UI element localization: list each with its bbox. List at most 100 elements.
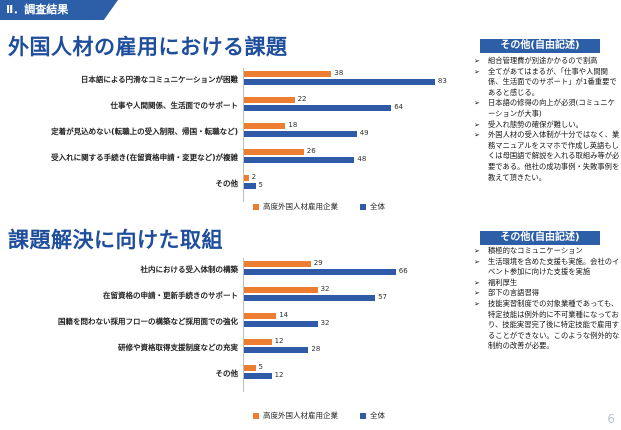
data-label: 57: [378, 293, 388, 301]
section-tag: Ⅱ．調査結果: [0, 0, 118, 20]
category-label: 仕事や人間関係、生活面でのサポート: [110, 101, 239, 110]
bullet-arrow-icon: ➢: [474, 131, 480, 140]
bar: [244, 97, 295, 103]
bar: [244, 79, 435, 85]
bar: [244, 183, 256, 189]
legend-item: 高度外国人材雇用企業: [253, 201, 338, 212]
bullet-arrow-icon: ➢: [474, 247, 480, 255]
other-item: ➢ 受入れ態勢の確保が難しい。: [474, 120, 620, 131]
value-axis: [243, 258, 244, 392]
bullet-arrow-icon: ➢: [474, 99, 480, 108]
data-label: 26: [306, 147, 316, 155]
legend-label: 全体: [370, 411, 385, 420]
data-label: 49: [359, 129, 369, 137]
other-item-text: 積極的なコミュニケーション: [488, 246, 583, 255]
section-title-solutions: 課題解決に向けた取組: [8, 228, 223, 252]
section-title-challenges: 外国人材の雇用における課題: [8, 35, 288, 59]
bar: [244, 347, 309, 353]
other-item: ➢ 技能実習制度での対象業種であっても、特定技能は例外的に不可業種になっており、技…: [474, 299, 620, 352]
data-label: 22: [297, 95, 307, 103]
category-label: 研修や資格取得支援制度などの充実: [118, 343, 238, 352]
legend-label: 高度外国人材雇用企業: [263, 411, 338, 420]
other-item: ➢ 積極的なコミュニケーション: [474, 246, 620, 257]
data-label: 12: [274, 337, 284, 345]
other-item: ➢ 部下の言語習得: [474, 288, 620, 299]
data-label: 29: [313, 259, 323, 267]
legend-swatch: [253, 412, 259, 419]
bullet-arrow-icon: ➢: [474, 289, 480, 298]
category-label: 社内における受入体制の構築: [140, 265, 239, 274]
other-item: ➢ 日本語の修得の向上が必須(コミュニケーションが大事): [474, 98, 620, 119]
other-header: その他(自由記述): [480, 231, 600, 245]
other-item-text: 生活環境を含めた支援も実施。会社のイベント参加に向けた支援を実施: [488, 256, 620, 277]
bullet-arrow-icon: ➢: [474, 278, 480, 287]
bullet-arrow-icon: ➢: [474, 257, 480, 266]
category-label: 国籍を問わない採用フローの構築など採用面での強化: [58, 317, 238, 326]
other-item-text: 外国人材の受入体制が十分ではなく、業務マニュアルをスマホで作成し英語もしくは母国…: [488, 130, 620, 182]
data-label: 14: [279, 311, 289, 319]
legend-swatch: [253, 203, 259, 210]
legend-label: 全体: [370, 202, 385, 211]
other-item-text: 部下の言語習得: [488, 288, 540, 298]
bullet-arrow-icon: ➢: [474, 120, 480, 129]
other-item-text: 受入れ態勢の確保が難しい。: [488, 119, 583, 129]
category-label: 日本語による円滑なコミュニケーションが困難: [80, 75, 238, 84]
legend-item: 全体: [360, 410, 385, 421]
page-number: 6: [607, 412, 615, 426]
chart-solutions: 社内における受入体制の構築 29 66 在留資格の申請・更新手続きのサポート 32 57 国…: [0, 258, 470, 398]
value-axis: [243, 68, 244, 202]
other-item-text: 福利厚生: [488, 277, 518, 287]
data-label: 18: [288, 121, 298, 129]
other-item: ➢ 全てがあてはまるが、「仕事や人間関係、生活面でのサポート」が1番重要であると感…: [474, 67, 620, 99]
bar: [244, 295, 376, 301]
bar: [244, 373, 272, 379]
bar: [244, 149, 304, 155]
other-item: ➢ 福利厚生: [474, 278, 620, 289]
other-item-text: 技能実習制度での対象業種であっても、特定技能は例外的に不可業種になっており、技能…: [488, 298, 620, 351]
bar: [244, 175, 249, 181]
bar: [244, 261, 311, 267]
bar: [244, 365, 256, 371]
legend-item: 全体: [360, 201, 385, 212]
other-item-text: 全てがあてはまるが、「仕事や人間関係、生活面でのサポート」が1番重要であると感じ…: [488, 66, 617, 97]
data-label: 64: [394, 103, 404, 111]
other-header: その他(自由記述): [480, 39, 600, 53]
bullet-arrow-icon: ➢: [474, 57, 480, 65]
category-label: 在留資格の申請・更新手続きのサポート: [103, 291, 238, 300]
bar: [244, 339, 272, 345]
chart-challenges: 日本語による円滑なコミュニケーションが困難 38 83 仕事や人間関係、生活面でのサポ…: [0, 68, 470, 208]
other-item: ➢ 生活環境を含めた支援も実施。会社のイベント参加に向けた支援を実施: [474, 257, 620, 278]
legend-challenges: 高度外国人材雇用企業 全体: [253, 201, 385, 212]
data-label: 48: [357, 155, 367, 163]
data-label: 83: [437, 77, 447, 85]
legend-item: 高度外国人材雇用企業: [253, 410, 338, 421]
category-label: 受入れに関する手続き(在留資格申請・変更など)が複雑: [51, 153, 238, 162]
category-label: 定着が見込めない(転職上の受入制限、帰国・転職など): [51, 127, 238, 136]
other-item: ➢ 組合管理費が別途かかるので割高: [474, 56, 620, 67]
data-label: 5: [258, 181, 263, 189]
category-label: その他: [215, 179, 239, 188]
data-label: 28: [311, 345, 321, 353]
category-label: その他: [215, 369, 239, 378]
data-label: 5: [258, 363, 263, 371]
bar: [244, 157, 355, 163]
data-label: 12: [274, 371, 284, 379]
bar: [244, 105, 392, 111]
other-item-text: 日本語の修得の向上が必須(コミュニケーションが大事): [488, 98, 615, 118]
legend-swatch: [360, 412, 366, 419]
other-item: ➢ 外国人材の受入体制が十分ではなく、業務マニュアルをスマホで作成し英語もしくは母…: [474, 130, 620, 183]
bar: [244, 71, 332, 77]
bar: [244, 131, 357, 137]
bullet-arrow-icon: ➢: [474, 299, 480, 308]
bullet-arrow-icon: ➢: [474, 67, 480, 76]
data-label: 32: [320, 285, 330, 293]
other-list: ➢ 積極的なコミュニケーション ➢ 生活環境を含めた支援も実施。会社のイベント参加に向…: [474, 246, 620, 352]
data-label: 32: [320, 319, 330, 327]
legend-solutions: 高度外国人材雇用企業 全体: [253, 410, 385, 421]
bar: [244, 313, 277, 319]
data-label: 66: [398, 267, 408, 275]
bar: [244, 287, 318, 293]
bar: [244, 269, 396, 275]
other-list: ➢ 組合管理費が別途かかるので割高 ➢ 全てがあてはまるが、「仕事や人間関係、生活面で…: [474, 56, 620, 183]
data-label: 38: [334, 69, 344, 77]
